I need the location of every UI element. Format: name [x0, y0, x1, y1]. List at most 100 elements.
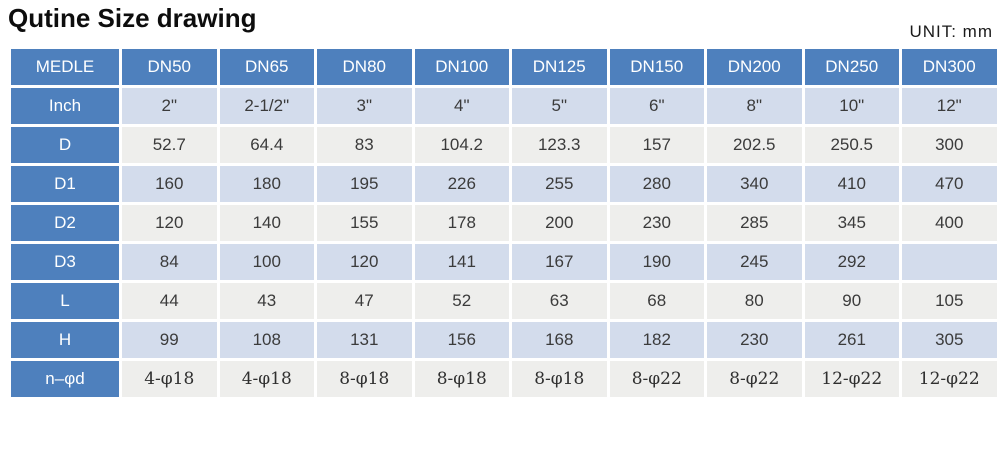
column-header-dn80: DN80: [317, 49, 412, 85]
column-header-dn150: DN150: [609, 49, 704, 85]
unit-label: UNIT: mm: [909, 22, 993, 41]
cell-d2-dn200: 285: [707, 205, 802, 241]
cell-d2-dn100: 178: [414, 205, 509, 241]
column-header-dn200: DN200: [707, 49, 802, 85]
column-header-dn50: DN50: [122, 49, 217, 85]
table-header-row: MEDLE DN50 DN65 DN80 DN100 DN125 DN150 DN200 DN2…: [11, 49, 997, 85]
cell-d3-dn125: 167: [512, 244, 607, 280]
cell-h-dn50: 99: [122, 322, 217, 358]
page-title: Qutine Size drawing: [8, 3, 257, 33]
row-label-d1: D1: [11, 166, 119, 202]
row-label-n-phi-d: n–φd: [11, 361, 119, 397]
table-row-d2: D2 120 140 155 178 200 230 285 345 400: [11, 205, 997, 241]
cell-n-phi-d-dn150: 8-φ22: [609, 361, 704, 397]
cell-h-dn300: 305: [902, 322, 997, 358]
cell-d-dn125: 123.3: [512, 127, 607, 163]
row-label-l: L: [11, 283, 119, 319]
cell-d3-dn80: 120: [317, 244, 412, 280]
cell-d2-dn50: 120: [122, 205, 217, 241]
cell-l-dn100: 52: [414, 283, 509, 319]
cell-d3-dn200: 245: [707, 244, 802, 280]
table-row-d3: D3 84 100 120 141 167 190 245 292: [11, 244, 997, 280]
cell-n-phi-d-dn200: 8-φ22: [707, 361, 802, 397]
cell-n-phi-d-dn125: 8-φ18: [512, 361, 607, 397]
cell-d2-dn150: 230: [609, 205, 704, 241]
cell-d1-dn50: 160: [122, 166, 217, 202]
cell-inch-dn50: 2": [122, 88, 217, 124]
cell-n-phi-d-dn65: 4-φ18: [219, 361, 314, 397]
column-header-dn300: DN300: [902, 49, 997, 85]
cell-n-phi-d-dn80: 8-φ18: [317, 361, 412, 397]
table-row-h: H 99 108 131 156 168 182 230 261 305: [11, 322, 997, 358]
cell-inch-dn200: 8": [707, 88, 802, 124]
cell-d1-dn125: 255: [512, 166, 607, 202]
cell-l-dn250: 90: [804, 283, 899, 319]
cell-d-dn150: 157: [609, 127, 704, 163]
column-header-dn125: DN125: [512, 49, 607, 85]
cell-l-dn150: 68: [609, 283, 704, 319]
table-row-d: D 52.7 64.4 83 104.2 123.3 157 202.5 250.5 300: [11, 127, 997, 163]
size-table-body: Inch 2" 2-1/2" 3" 4" 5" 6" 8" 10" 12" D 52.7 64.4 83 1…: [11, 88, 997, 397]
cell-d3-dn100: 141: [414, 244, 509, 280]
size-table: MEDLE DN50 DN65 DN80 DN100 DN125 DN150 DN200 DN2…: [8, 46, 1000, 400]
cell-d2-dn300: 400: [902, 205, 997, 241]
corner-header-cell: MEDLE: [11, 49, 119, 85]
table-row-l: L 44 43 47 52 63 68 80 90 105: [11, 283, 997, 319]
cell-d2-dn80: 155: [317, 205, 412, 241]
table-row-n-phi-d: n–φd 4-φ18 4-φ18 8-φ18 8-φ18 8-φ18 8-φ22 8-φ22 1…: [11, 361, 997, 397]
cell-d2-dn65: 140: [219, 205, 314, 241]
row-label-d3: D3: [11, 244, 119, 280]
table-row-d1: D1 160 180 195 226 255 280 340 410 470: [11, 166, 997, 202]
column-header-dn65: DN65: [219, 49, 314, 85]
cell-d3-dn300: [902, 244, 997, 280]
cell-d1-dn65: 180: [219, 166, 314, 202]
row-label-d2: D2: [11, 205, 119, 241]
cell-d1-dn200: 340: [707, 166, 802, 202]
row-label-inch: Inch: [11, 88, 119, 124]
cell-inch-dn125: 5": [512, 88, 607, 124]
cell-inch-dn100: 4": [414, 88, 509, 124]
cell-d-dn80: 83: [317, 127, 412, 163]
cell-l-dn50: 44: [122, 283, 217, 319]
cell-h-dn200: 230: [707, 322, 802, 358]
cell-h-dn150: 182: [609, 322, 704, 358]
cell-d3-dn250: 292: [804, 244, 899, 280]
cell-d-dn50: 52.7: [122, 127, 217, 163]
cell-d-dn200: 202.5: [707, 127, 802, 163]
cell-d2-dn250: 345: [804, 205, 899, 241]
cell-h-dn250: 261: [804, 322, 899, 358]
cell-inch-dn150: 6": [609, 88, 704, 124]
cell-h-dn80: 131: [317, 322, 412, 358]
cell-inch-dn65: 2-1/2": [219, 88, 314, 124]
cell-inch-dn80: 3": [317, 88, 412, 124]
column-header-dn250: DN250: [804, 49, 899, 85]
column-header-dn100: DN100: [414, 49, 509, 85]
table-topbar: Qutine Size drawing UNIT: mm: [8, 4, 993, 44]
cell-l-dn125: 63: [512, 283, 607, 319]
table-row-inch: Inch 2" 2-1/2" 3" 4" 5" 6" 8" 10" 12": [11, 88, 997, 124]
cell-inch-dn300: 12": [902, 88, 997, 124]
cell-h-dn125: 168: [512, 322, 607, 358]
cell-n-phi-d-dn250: 12-φ22: [804, 361, 899, 397]
cell-d-dn300: 300: [902, 127, 997, 163]
cell-h-dn100: 156: [414, 322, 509, 358]
cell-d-dn65: 64.4: [219, 127, 314, 163]
cell-n-phi-d-dn100: 8-φ18: [414, 361, 509, 397]
cell-d1-dn300: 470: [902, 166, 997, 202]
cell-d1-dn80: 195: [317, 166, 412, 202]
cell-n-phi-d-dn50: 4-φ18: [122, 361, 217, 397]
cell-d3-dn150: 190: [609, 244, 704, 280]
cell-d3-dn65: 100: [219, 244, 314, 280]
cell-n-phi-d-dn300: 12-φ22: [902, 361, 997, 397]
cell-d1-dn100: 226: [414, 166, 509, 202]
cell-inch-dn250: 10": [804, 88, 899, 124]
cell-l-dn65: 43: [219, 283, 314, 319]
row-label-h: H: [11, 322, 119, 358]
cell-h-dn65: 108: [219, 322, 314, 358]
cell-d-dn100: 104.2: [414, 127, 509, 163]
cell-l-dn80: 47: [317, 283, 412, 319]
cell-l-dn300: 105: [902, 283, 997, 319]
cell-d-dn250: 250.5: [804, 127, 899, 163]
cell-d1-dn150: 280: [609, 166, 704, 202]
